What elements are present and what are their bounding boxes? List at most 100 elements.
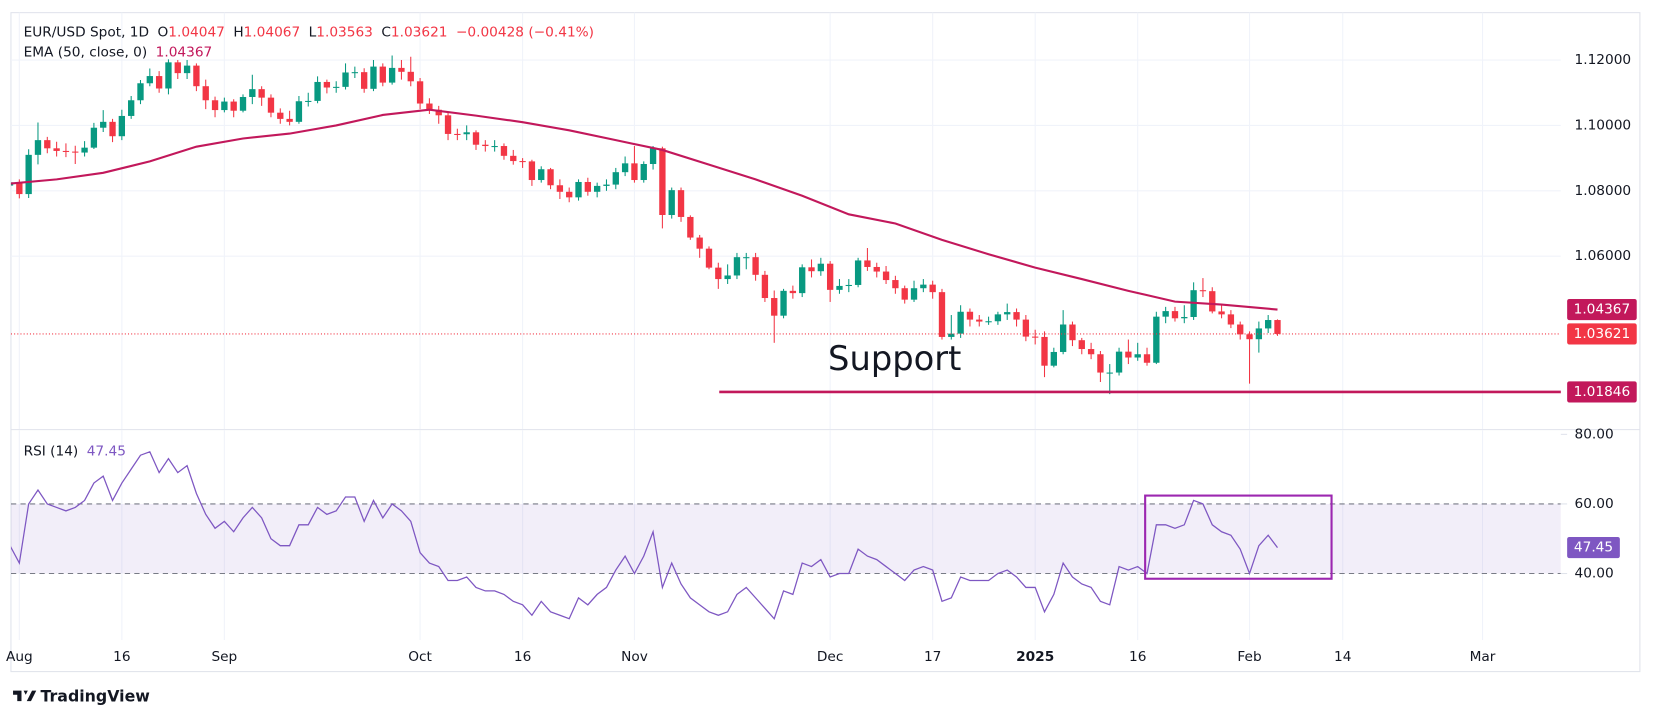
- candle-body: [1237, 324, 1244, 335]
- candle-body: [416, 81, 424, 104]
- candle-body: [873, 266, 880, 272]
- candle-body: [109, 121, 116, 137]
- candle-body: [333, 86, 340, 88]
- candle-body: [575, 181, 582, 198]
- series-line: [10, 450, 1278, 620]
- series-line: [10, 108, 1278, 311]
- logo: TradingView: [13, 686, 150, 705]
- change: −0.00428 (−0.41%): [456, 25, 594, 41]
- price-tag: [1567, 381, 1637, 403]
- candle-body: [640, 164, 647, 181]
- candle-body: [258, 89, 265, 98]
- rsi-legend: RSI (14) 47.45: [24, 443, 126, 459]
- candle-body: [771, 298, 778, 316]
- candle-body: [1209, 291, 1216, 312]
- x-tick-label: 2025: [1016, 649, 1054, 665]
- candle-body: [1274, 320, 1281, 334]
- legend-name: EMA (50, close, 0): [24, 45, 148, 61]
- chart-frame: [10, 12, 1641, 673]
- candle-body: [1227, 314, 1235, 325]
- legend-value: 1.04367: [156, 45, 213, 61]
- ema-legend: EMA (50, close, 0) 1.04367: [24, 45, 213, 61]
- candle-body: [556, 185, 564, 192]
- candle-body: [221, 101, 228, 111]
- candle-body: [1032, 336, 1039, 338]
- candle-body: [519, 161, 526, 163]
- candle-body: [398, 67, 405, 72]
- x-tick-label: 14: [1334, 649, 1351, 665]
- candle-body: [668, 190, 675, 215]
- candle-body: [472, 132, 480, 145]
- legend-value: 47.45: [87, 443, 126, 459]
- candle-body: [53, 148, 60, 151]
- legend-name: RSI (14): [24, 443, 79, 459]
- x-tick-label: 16: [113, 649, 130, 665]
- candle-body: [1069, 324, 1076, 341]
- candle-body: [938, 292, 946, 337]
- candle-body: [1265, 320, 1272, 329]
- candle-body: [342, 72, 349, 87]
- candle-body: [612, 172, 619, 185]
- candle-body: [90, 127, 98, 148]
- candle-body: [146, 76, 153, 84]
- candle-body: [677, 190, 685, 217]
- candle-body: [845, 284, 852, 287]
- candle-body: [286, 118, 293, 122]
- candle-body: [603, 184, 610, 186]
- candle-body: [1087, 349, 1095, 355]
- candle-body: [34, 140, 42, 155]
- candle-body: [910, 288, 918, 300]
- candle-body: [482, 144, 489, 147]
- ohlc-letter: C: [381, 25, 391, 41]
- candle-body: [780, 290, 787, 316]
- candle-body: [808, 267, 815, 272]
- candle-body: [957, 311, 964, 334]
- candle-body: [761, 274, 769, 299]
- candle-body: [994, 314, 1002, 322]
- candle-body: [1115, 351, 1123, 373]
- candle-body: [528, 161, 536, 181]
- highlight-box: [1144, 494, 1333, 580]
- candle-body: [44, 140, 51, 149]
- candle-body: [1059, 324, 1067, 352]
- rsi-pane: [10, 430, 1561, 640]
- y-tick-label: 1.08000: [1575, 183, 1632, 199]
- y-tick-label: 60.00: [1575, 496, 1614, 512]
- candle-body: [323, 81, 331, 88]
- x-tick-label: Aug: [6, 649, 33, 665]
- candle-body: [538, 169, 545, 181]
- candle-body: [1255, 328, 1263, 340]
- candle-body: [649, 148, 657, 165]
- candle-body: [379, 66, 386, 83]
- candle-body: [789, 290, 797, 294]
- x-tick-label: Mar: [1470, 649, 1496, 665]
- candle-body: [1125, 351, 1132, 358]
- candle-body: [743, 257, 750, 259]
- candle-body: [500, 146, 508, 156]
- x-tick-label: Sep: [211, 649, 237, 665]
- candle-body: [388, 67, 396, 83]
- candle-body: [230, 101, 237, 111]
- candle-body: [892, 280, 899, 289]
- candle-body: [1013, 312, 1020, 320]
- candle-body: [72, 151, 79, 153]
- candle-body: [361, 72, 368, 89]
- candle-body: [724, 275, 731, 280]
- ohlc-value: 1.03563: [316, 25, 373, 41]
- candle-body: [1078, 340, 1085, 350]
- candle-body: [100, 121, 107, 128]
- candle-body: [1171, 311, 1179, 319]
- candle-body: [183, 65, 191, 74]
- candle-body: [239, 96, 247, 111]
- candle-body: [929, 284, 936, 293]
- candle-body: [1162, 311, 1169, 317]
- price-tag: [1567, 323, 1637, 345]
- candle-body: [836, 285, 843, 290]
- x-tick-label: Nov: [621, 649, 648, 665]
- candle-body: [566, 191, 573, 198]
- ohlc-value: 1.04047: [168, 25, 225, 41]
- support-label: Support: [828, 339, 961, 378]
- candle-body: [267, 97, 275, 113]
- header: EUR/USD Spot, 1D O1.04047 H1.04067 L1.03563…: [24, 25, 594, 41]
